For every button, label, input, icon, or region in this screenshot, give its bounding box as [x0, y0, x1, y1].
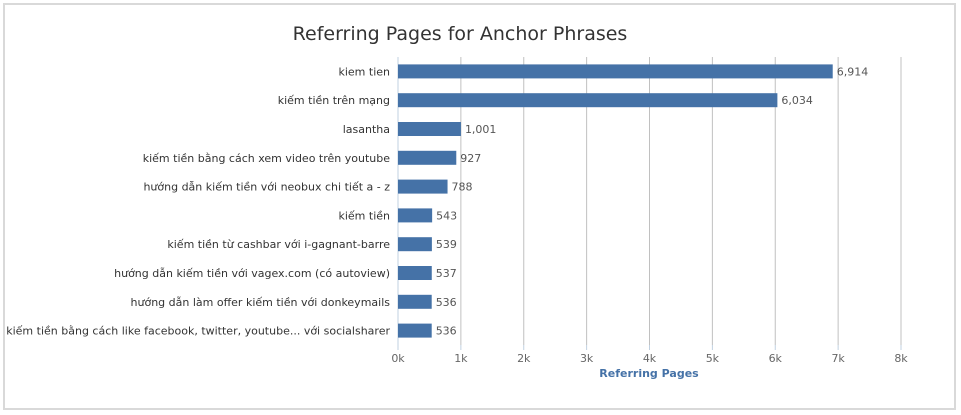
x-axis-ticks: 0k 1k 2k 3k 4k 5k 6k 7k 8k: [391, 345, 908, 365]
bar: [398, 179, 448, 194]
category-label: hướng dẫn kiếm tiền với neobux chi tiết …: [143, 181, 390, 194]
value-labels: 6,914 6,034 1,001 927 788 543 539 537 536 536: [436, 65, 869, 337]
category-label: kiếm tiền bằng cách like facebook, twitt…: [6, 325, 390, 338]
category-label: kiếm tiền bằng cách xem video trên youtu…: [143, 152, 390, 165]
data-label: 543: [436, 209, 457, 222]
bar: [398, 266, 432, 280]
x-axis-label: Referring Pages: [599, 367, 699, 380]
data-label: 1,001: [465, 123, 497, 136]
chart-title: Referring Pages for Anchor Phrases: [293, 23, 628, 45]
tick-label: 6k: [769, 352, 783, 365]
bar: [398, 64, 833, 79]
tick-label: 2k: [517, 352, 531, 365]
bar: [398, 294, 432, 309]
data-label: 788: [452, 181, 473, 194]
data-label: 536: [436, 325, 457, 338]
data-label: 6,034: [781, 94, 813, 107]
tick-label: 4k: [643, 352, 657, 365]
bar: [398, 323, 432, 338]
category-label: kiếm tiền trên mạng: [278, 94, 390, 107]
category-label: hướng dẫn làm offer kiếm tiền với donkey…: [131, 296, 391, 309]
data-label: 539: [436, 238, 457, 251]
bar: [398, 93, 778, 108]
category-label: hướng dẫn kiếm tiền với vagex.com (có au…: [114, 267, 390, 280]
bar: [398, 150, 457, 165]
data-label: 927: [460, 152, 481, 165]
tick-label: 5k: [706, 352, 720, 365]
data-label: 6,914: [837, 65, 869, 78]
category-label: kiếm tiền từ cashbar với i-gagnant-barre: [167, 238, 390, 251]
bar: [398, 208, 433, 223]
data-label: 537: [436, 267, 457, 280]
tick-label: 0k: [391, 352, 405, 365]
tick-label: 1k: [454, 352, 468, 365]
tick-label: 7k: [831, 352, 845, 365]
category-label: lasantha: [343, 123, 390, 136]
tick-label: 3k: [580, 352, 594, 365]
bar: [398, 122, 461, 136]
category-label: kiem tien: [338, 65, 390, 78]
category-label: kiếm tiền: [338, 209, 390, 222]
bar: [398, 237, 432, 252]
category-labels: kiem tien kiếm tiền trên mạng lasantha kiếm…: [6, 65, 390, 337]
bars: [398, 64, 833, 338]
tick-label: 8k: [894, 352, 908, 365]
data-label: 536: [436, 296, 457, 309]
